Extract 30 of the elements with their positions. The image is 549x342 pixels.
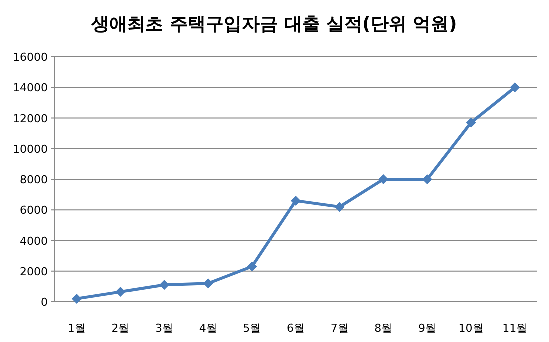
x-tick-label: 5월 (243, 322, 262, 335)
x-tick-label: 4월 (199, 322, 218, 335)
x-tick-label: 10월 (458, 322, 484, 335)
point (116, 287, 126, 298)
y-tick-label: 12000 (13, 112, 48, 126)
y-tick-label: 10000 (13, 142, 48, 156)
x-tick-label: 7월 (330, 322, 349, 335)
point (203, 278, 214, 289)
x-tick-label: 1월 (68, 322, 86, 335)
x-tick-label: 3월 (156, 322, 174, 335)
x-tick-label: 9월 (418, 322, 436, 335)
point (510, 82, 520, 93)
y-tick-label: 4000 (20, 234, 48, 248)
point (160, 280, 170, 290)
point (291, 196, 301, 206)
x-tick-label: 8월 (374, 322, 393, 335)
point (247, 262, 258, 272)
y-tick-label: 2000 (20, 265, 48, 278)
point (334, 202, 345, 212)
y-tick-label: 8000 (20, 174, 48, 186)
chart-title: 생애최초 주택구입자금 대출 실적(단위 억원) (90, 14, 458, 35)
point (466, 118, 476, 128)
x-tick-label: 11월 (502, 322, 528, 335)
point (72, 294, 82, 304)
y-tick-label: 0 (41, 296, 48, 309)
y-tick-label: 16000 (13, 51, 48, 64)
y-tick-label: 14000 (13, 82, 48, 95)
x-tick-label: 2월 (112, 322, 130, 335)
y-tick-label: 6000 (20, 204, 48, 218)
x-tick-label: 6월 (287, 322, 305, 335)
